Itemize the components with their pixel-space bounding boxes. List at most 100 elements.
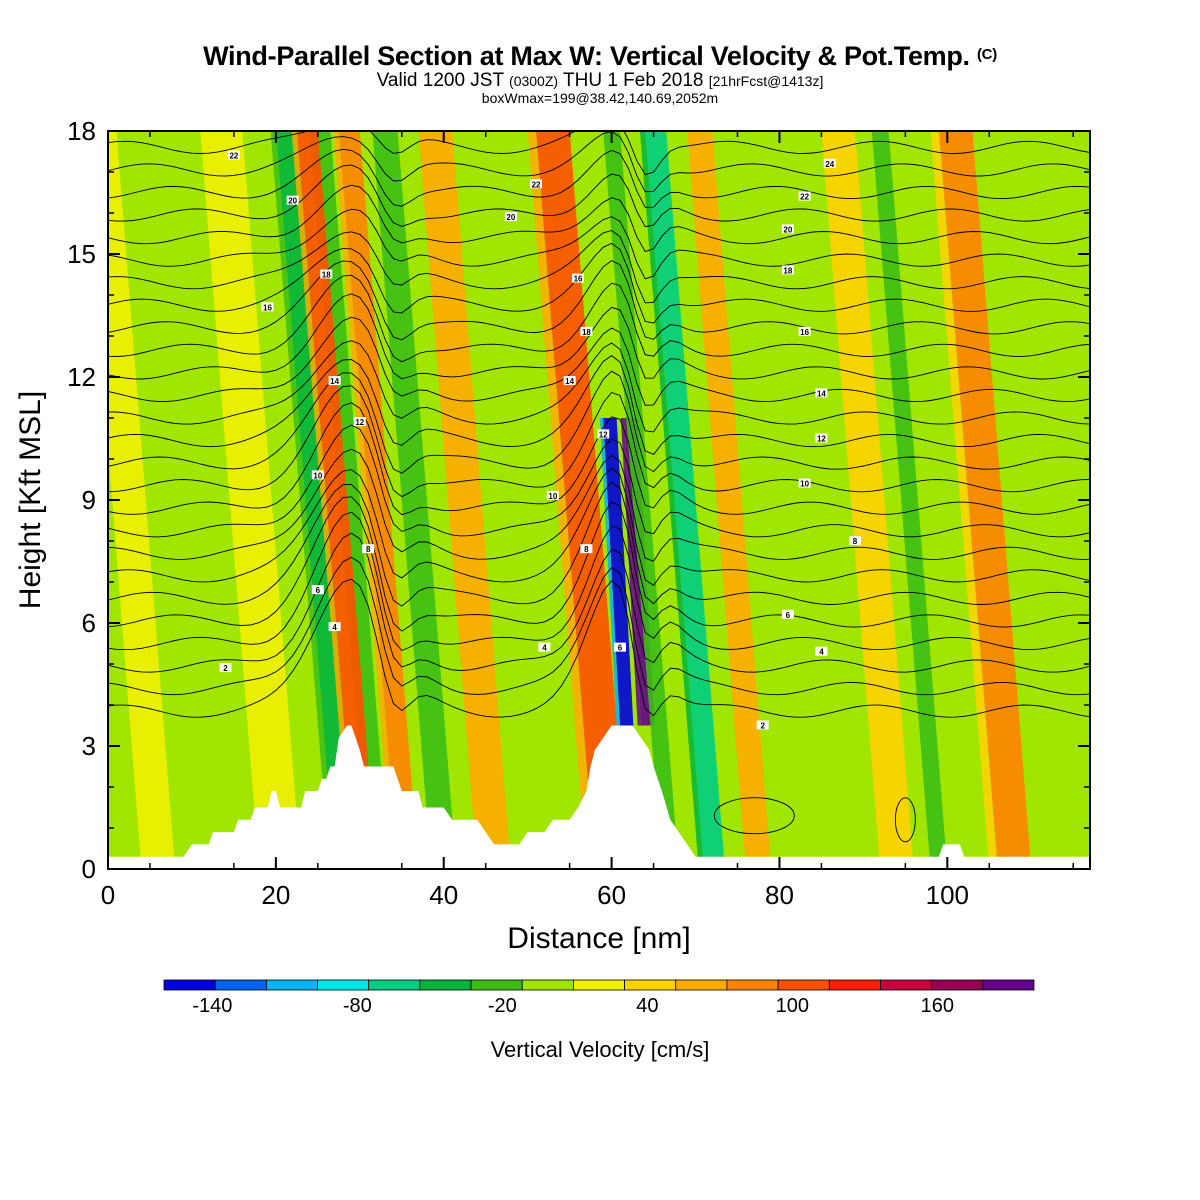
contour-label-bg-14 bbox=[597, 429, 610, 439]
plot-area: 2468101214161820224810121416182022624681… bbox=[108, 131, 1090, 869]
theta-contour-11 bbox=[108, 385, 1090, 498]
contour-label-2: 6 bbox=[316, 586, 321, 595]
y-tick-label-0: 0 bbox=[82, 854, 96, 884]
contour-label-bg-22 bbox=[815, 646, 828, 656]
contour-label-bg-6 bbox=[328, 376, 341, 386]
colorbar-swatch-7 bbox=[521, 979, 574, 991]
contour-label-bg-0 bbox=[219, 663, 232, 673]
x-tick-label-2: 40 bbox=[429, 880, 458, 910]
forecast-hour: [21hrFcst@1413z] bbox=[708, 73, 824, 89]
velocity-band-edge-13 bbox=[639, 131, 704, 869]
contour-label-7: 16 bbox=[263, 303, 272, 312]
velocity-band-19 bbox=[997, 131, 1082, 869]
contour-label-bg-15 bbox=[563, 376, 576, 386]
theta-contour-4 bbox=[108, 511, 1090, 652]
y-tick-label-2: 6 bbox=[82, 608, 96, 638]
contour-label-bg-31 bbox=[798, 191, 811, 201]
contour-label-bg-4 bbox=[311, 470, 324, 480]
title-block: Wind-Parallel Section at Max W: Vertical… bbox=[0, 40, 1200, 105]
contour-label-bg-23 bbox=[781, 609, 794, 619]
contour-label-6: 14 bbox=[330, 377, 339, 386]
theta-contour-closed-1 bbox=[713, 797, 795, 835]
contour-label-bg-12 bbox=[580, 544, 593, 554]
velocity-band-12 bbox=[603, 131, 679, 869]
contour-label-18: 20 bbox=[506, 213, 515, 222]
theta-contour-17 bbox=[108, 274, 1090, 363]
box-wmax-line: boxWmax=199@38.42,140.69,2052m bbox=[481, 90, 719, 106]
y-tick-label-1: 3 bbox=[82, 731, 96, 761]
velocity-band-7 bbox=[418, 131, 511, 869]
theta-contour-14 bbox=[108, 340, 1090, 433]
contour-label-bg-1 bbox=[328, 622, 341, 632]
theta-contour-labels: 2468101214161820224810121416182022624681… bbox=[219, 150, 861, 731]
contour-label-bg-27 bbox=[815, 388, 828, 398]
theta-contour-15 bbox=[108, 316, 1090, 406]
contour-label-bg-5 bbox=[353, 417, 366, 427]
velocity-band-0 bbox=[108, 131, 176, 869]
x-tick-label-3: 60 bbox=[597, 880, 626, 910]
velocity-band-edge-2 bbox=[270, 131, 335, 869]
theta-contour-20 bbox=[108, 230, 1090, 304]
contour-label-30: 20 bbox=[783, 225, 792, 234]
colorbar-swatch-3 bbox=[317, 979, 370, 991]
valid-date: THU 1 Feb 2018 bbox=[563, 70, 704, 91]
contour-label-bg-3 bbox=[362, 544, 375, 554]
theta-contour-13 bbox=[108, 355, 1090, 455]
theta-contour-2 bbox=[108, 556, 1090, 696]
contour-label-bg-7 bbox=[261, 302, 274, 312]
colorbar-swatch-10 bbox=[675, 979, 728, 991]
colorbar-swatch-0 bbox=[163, 979, 216, 991]
velocity-band-15 bbox=[754, 131, 839, 869]
contour-label-10: 22 bbox=[229, 152, 238, 161]
colorbar-label-2: -20 bbox=[488, 995, 517, 1017]
contour-label-32: 24 bbox=[825, 160, 834, 169]
contour-label-4: 10 bbox=[313, 471, 322, 480]
x-tick-label-0: 0 bbox=[101, 880, 115, 910]
contour-label-bg-2 bbox=[311, 585, 324, 595]
contour-label-bg-20 bbox=[613, 642, 626, 652]
theta-contour-21 bbox=[108, 208, 1090, 280]
contour-label-5: 12 bbox=[355, 418, 364, 427]
contour-label-11: 4 bbox=[542, 644, 547, 653]
contour-label-bg-26 bbox=[815, 433, 828, 443]
theta-contour-26 bbox=[108, 131, 1090, 176]
velocity-band-13 bbox=[645, 131, 725, 869]
theta-contour-7 bbox=[108, 467, 1090, 586]
contour-label-15: 14 bbox=[565, 377, 574, 386]
contour-label-bg-16 bbox=[572, 273, 585, 283]
colorbar-label-5: 160 bbox=[921, 995, 954, 1017]
contour-label-22: 4 bbox=[819, 648, 824, 657]
contour-label-bg-21 bbox=[756, 720, 769, 730]
valid-time: Valid 1200 JST (0300Z) THU 1 Feb 2018 [2… bbox=[0, 71, 1200, 91]
theta-contour-22 bbox=[108, 184, 1090, 253]
contour-label-26: 12 bbox=[817, 435, 826, 444]
colorbar-swatch-2 bbox=[265, 979, 318, 991]
contour-label-0: 2 bbox=[223, 664, 228, 673]
x-tick-label-1: 20 bbox=[261, 880, 290, 910]
velocity-band-4 bbox=[296, 131, 377, 869]
colorbar-swatch-5 bbox=[419, 979, 472, 991]
contour-label-bg-29 bbox=[781, 265, 794, 275]
theta-contour-16 bbox=[108, 293, 1090, 380]
colorbar-swatch-4 bbox=[368, 979, 421, 991]
x-tick-label-5: 100 bbox=[926, 880, 969, 910]
contour-label-16: 16 bbox=[574, 275, 583, 284]
terrain bbox=[108, 725, 1090, 869]
contour-label-1: 4 bbox=[332, 623, 337, 632]
contour-label-29: 18 bbox=[783, 266, 792, 275]
contour-label-17: 18 bbox=[582, 328, 591, 337]
colorbar-label-1: -80 bbox=[343, 995, 372, 1017]
colorbar: -140 -80 -20 40 100 160 bbox=[163, 979, 1035, 1017]
theta-contour-6 bbox=[108, 481, 1090, 607]
contour-label-bg-30 bbox=[781, 224, 794, 234]
colorbar-label-0: -140 bbox=[192, 995, 232, 1017]
contour-label-bg-10 bbox=[227, 150, 240, 160]
valid-zulu: (0300Z) bbox=[509, 73, 559, 89]
contour-label-24: 8 bbox=[853, 537, 858, 546]
colorbar-swatch-11 bbox=[726, 979, 779, 991]
contour-label-19: 22 bbox=[532, 180, 541, 189]
colorbar-swatch-15 bbox=[931, 979, 984, 991]
velocity-band-edge-9 bbox=[527, 131, 595, 869]
colorbar-swatch-16 bbox=[982, 979, 1035, 991]
